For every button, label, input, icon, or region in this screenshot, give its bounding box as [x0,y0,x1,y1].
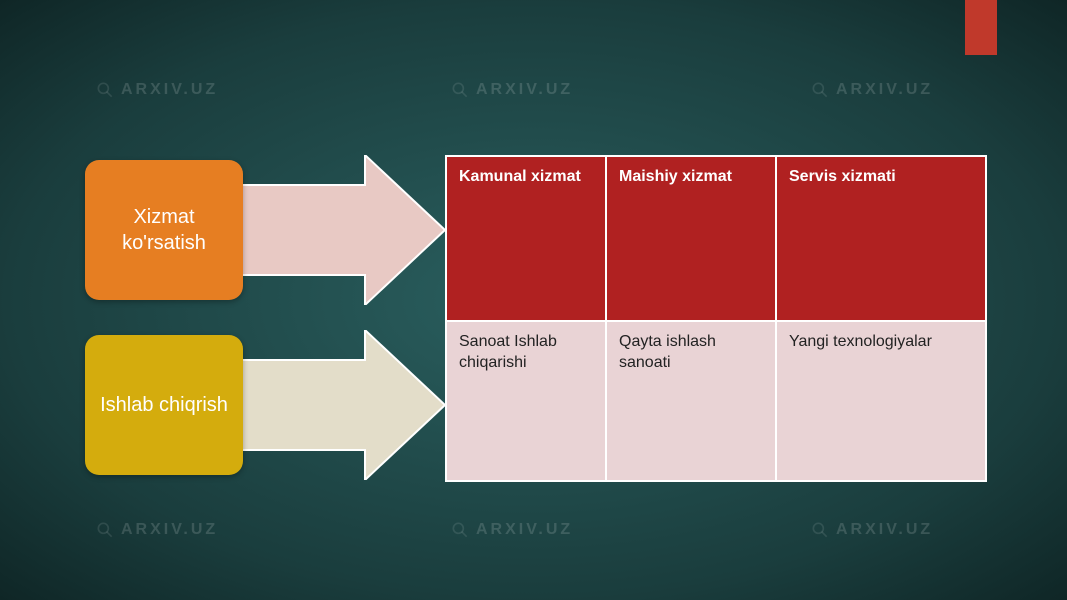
watermark: ARXIV.UZ [810,520,933,540]
table-body-row: Sanoat Ishlab chiqarishi Qayta ishlash s… [446,321,986,481]
watermark: ARXIV.UZ [95,520,218,540]
table-body-cell: Yangi texnologiyalar [776,321,986,481]
table-header-cell: Servis xizmati [776,156,986,321]
arrow-production-box: Ishlab chiqrish [85,335,243,475]
table-body-cell: Qayta ishlash sanoati [606,321,776,481]
watermark-text: ARXIV.UZ [476,521,573,539]
watermark-text: ARXIV.UZ [121,521,218,539]
watermark: ARXIV.UZ [450,520,573,540]
table-header-cell: Maishiy xizmat [606,156,776,321]
watermark-text: ARXIV.UZ [476,81,573,99]
arrow-service-label: Xizmat ko'rsatish [95,204,233,256]
arrow-service-box: Xizmat ko'rsatish [85,160,243,300]
arrow-production: Ishlab chiqrish [85,330,445,480]
watermark-text: ARXIV.UZ [836,521,933,539]
services-table: Kamunal xizmat Maishiy xizmat Servis xiz… [445,155,987,482]
table-header-cell: Kamunal xizmat [446,156,606,321]
watermark: ARXIV.UZ [810,80,933,100]
arrow-service: Xizmat ko'rsatish [85,155,445,305]
accent-bar [965,0,997,55]
watermark-text: ARXIV.UZ [121,81,218,99]
watermark: ARXIV.UZ [450,80,573,100]
watermark: ARXIV.UZ [95,80,218,100]
table-header-row: Kamunal xizmat Maishiy xizmat Servis xiz… [446,156,986,321]
table-body-cell: Sanoat Ishlab chiqarishi [446,321,606,481]
watermark-text: ARXIV.UZ [836,81,933,99]
arrow-production-label: Ishlab chiqrish [100,392,228,418]
